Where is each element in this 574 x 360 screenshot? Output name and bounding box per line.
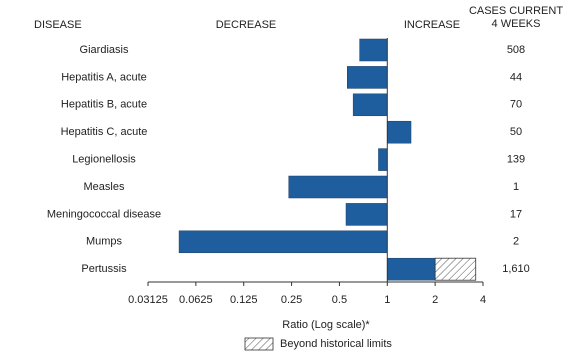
header-disease: DISEASE [34,19,82,31]
cases-label: 2 [513,236,519,248]
x-tick-label: 2 [432,294,438,306]
x-axis-label: Ratio (Log scale)* [282,319,370,331]
disease-label: Giardiasis [80,44,129,56]
bar [345,203,388,226]
cases-label: 17 [510,208,522,220]
disease-label: Hepatitis A, acute [61,71,147,83]
header-increase: INCREASE [404,19,460,31]
disease-label: Legionellosis [72,154,136,166]
header-cases: 4 WEEKS [492,18,541,30]
x-tick-label: 0.25 [281,294,302,306]
bar [352,93,388,117]
x-tick-label: 0.0625 [179,294,213,306]
bar [347,66,388,89]
x-tick-label: 0.03125 [128,294,168,306]
legend-label: Beyond historical limits [280,338,392,350]
header-decrease: DECREASE [216,19,277,31]
cases-label: 1 [513,181,519,193]
bar [359,38,388,62]
legend-swatch [244,337,274,351]
disease-label: Hepatitis B, acute [61,99,147,111]
x-tick-label: 0.125 [230,294,258,306]
cases-label: 139 [507,154,525,166]
disease-label: Hepatitis C, acute [61,126,148,138]
bar [387,257,436,281]
bar [378,148,388,171]
x-tick-label: 4 [480,294,486,306]
disease-label: Measles [84,181,125,193]
x-tick-label: 1 [384,294,390,306]
x-tick-label: 0.5 [332,294,347,306]
disease-label: Pertussis [81,263,127,275]
bar [178,230,388,254]
cases-label: 44 [510,71,522,83]
bar [288,175,388,199]
disease-label: Meningococcal disease [47,208,161,220]
cases-label: 1,610 [502,263,530,275]
bar-beyond-limits [434,257,477,281]
bar [387,120,412,144]
cases-label: 508 [507,44,525,56]
disease-label: Mumps [86,236,123,248]
cases-label: 70 [510,99,522,111]
cases-label: 50 [510,126,522,138]
header-cases: CASES CURRENT [469,5,563,17]
